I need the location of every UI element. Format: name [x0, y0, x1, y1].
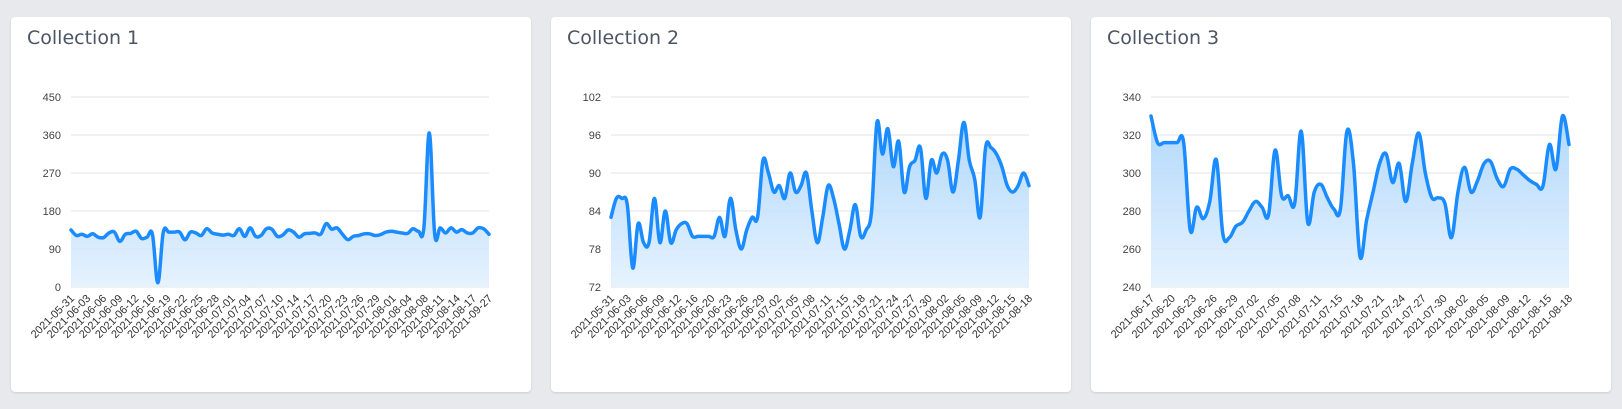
y-tick-label: 84: [589, 206, 601, 218]
y-tick-label: 240: [1123, 282, 1141, 294]
series-line: [69, 131, 491, 285]
chart-card-1: Collection 1 0 90 180 270 360 450 2021-05-31 20…: [11, 17, 531, 392]
chart-card-2: Collection 2 72 78 84 90 96 102 2021-05-31 2021…: [551, 17, 1071, 392]
y-tick-label: 300: [1123, 168, 1141, 180]
y-tick-label: 270: [43, 168, 61, 180]
chart-svg-1: 0901802703604502021-05-312021-06-032021-…: [29, 92, 495, 341]
series-line: [1149, 113, 1571, 261]
y-tick-label: 360: [43, 130, 61, 142]
series-area: [611, 120, 1029, 287]
series-area: [1151, 115, 1569, 287]
series-line: [609, 118, 1031, 270]
y-tick-label: 280: [1123, 206, 1141, 218]
y-tick-label: 450: [43, 92, 61, 104]
chart-svg-3: 2402602803003203402021-06-172021-06-2020…: [1109, 92, 1575, 341]
y-tick-label: 102: [583, 92, 601, 104]
y-tick-label: 340: [1123, 92, 1141, 104]
y-tick-label: 78: [589, 244, 601, 256]
y-tick-label: 260: [1123, 244, 1141, 256]
y-tick-label: 90: [589, 168, 601, 180]
series-area: [71, 132, 489, 287]
chart-card-3: Collection 3 240 260 280 300 320 340 2021-06-1…: [1091, 17, 1611, 392]
chart-svg-2: 72788490961022021-05-312021-06-032021-06…: [569, 92, 1035, 341]
y-tick-label: 72: [589, 282, 601, 294]
chart-title: Collection 1: [27, 27, 140, 49]
y-tick-label: 180: [43, 206, 61, 218]
y-tick-label: 320: [1123, 130, 1141, 142]
chart-title: Collection 3: [1107, 27, 1220, 49]
y-tick-label: 90: [49, 244, 61, 256]
y-tick-label: 96: [589, 130, 601, 142]
y-tick-label: 0: [55, 282, 61, 294]
chart-title: Collection 2: [567, 27, 680, 49]
